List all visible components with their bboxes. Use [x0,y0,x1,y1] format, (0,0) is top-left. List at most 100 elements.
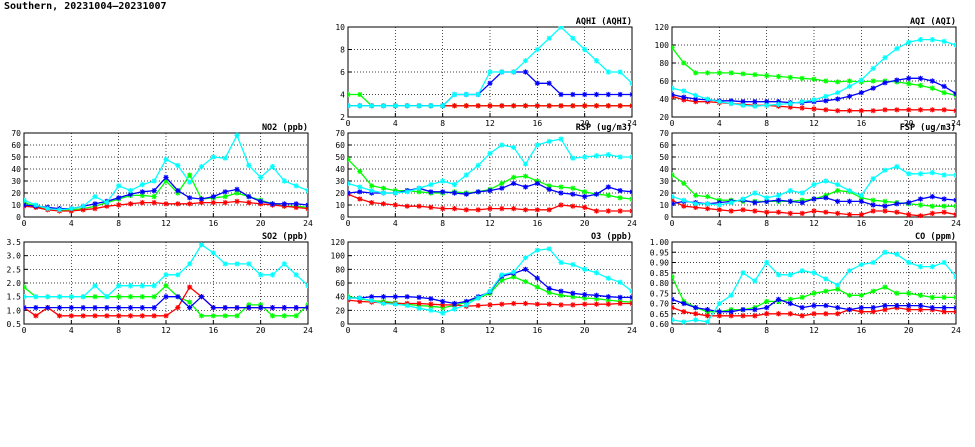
data-point [681,88,687,94]
data-point [127,188,134,194]
y-tick-label: 2 [340,113,345,122]
y-tick-label: 1.00 [650,238,669,247]
data-point [775,272,782,278]
data-point [558,259,564,266]
data-point [404,294,410,300]
data-point [357,184,363,190]
data-point [487,206,493,212]
data-point [929,210,935,216]
data-point [906,212,912,218]
data-point [681,203,687,209]
x-tick-label: 16 [533,219,543,228]
data-point [740,270,746,276]
data-point [728,200,734,206]
data-point [764,198,770,204]
data-point [546,246,552,252]
data-point [451,91,458,98]
data-point [293,313,299,319]
data-point [894,251,900,257]
data-point [187,195,193,201]
y-tick-label: 0.60 [650,320,669,329]
data-point [522,173,529,179]
data-point [380,185,387,191]
x-tick-label: 0 [670,119,675,128]
data-point [799,268,805,274]
data-point [629,80,632,86]
data-point [499,142,505,148]
data-point [348,295,351,301]
series-line [24,243,308,298]
x-tick-label: 12 [485,119,495,128]
data-point [681,197,687,203]
data-point [534,142,540,148]
data-point [846,188,853,194]
data-point [534,284,540,290]
data-point [617,300,623,307]
data-point [487,80,493,86]
data-point [846,78,853,84]
data-point [534,275,540,281]
data-point [882,307,888,313]
data-point [593,153,600,159]
x-tick-label: 4 [393,326,398,335]
data-point [716,313,722,319]
data-point [629,196,632,202]
data-point [380,201,387,207]
data-point [941,172,947,178]
series-line [348,71,632,107]
data-point [222,155,228,161]
x-tick-label: 4 [69,326,74,335]
data-point [906,259,912,266]
data-point [799,313,805,319]
data-point [617,103,623,109]
data-point [92,305,98,311]
data-point [582,266,588,272]
data-point [546,186,552,192]
data-point [882,80,888,86]
chart-title: RSP (ug/m3) [576,123,632,133]
data-point [463,302,469,308]
data-point [222,305,228,311]
data-point [740,196,746,202]
data-point [728,313,734,319]
data-point [210,313,216,319]
data-point [139,305,145,311]
x-tick-label: 4 [393,219,398,228]
data-point [582,295,588,301]
data-point [369,103,375,109]
data-point [222,261,228,267]
data-point [475,207,481,213]
x-tick-label: 0 [346,326,351,335]
data-point [582,204,588,210]
data-point [546,138,552,144]
data-point [348,91,351,98]
data-point [605,184,611,190]
data-point [953,172,956,178]
data-point [139,192,145,198]
data-point [451,182,458,188]
data-point [593,301,600,307]
data-point [740,99,746,105]
data-point [404,203,410,209]
data-point [775,99,782,105]
data-point [269,305,276,311]
data-point [929,264,935,270]
y-tick-label: 20 [659,113,669,122]
data-point [835,182,841,188]
data-point [941,90,947,96]
data-point [116,183,122,189]
data-point [787,198,793,204]
data-point [882,302,888,309]
data-point [617,188,623,194]
data-point [534,301,540,307]
x-tick-label: 0 [346,219,351,228]
series-3 [672,37,956,109]
data-point [246,194,252,200]
data-point [127,191,134,197]
data-point [440,189,446,195]
data-point [487,69,493,75]
data-point [380,294,387,300]
data-point [917,75,924,81]
data-point [151,313,157,319]
